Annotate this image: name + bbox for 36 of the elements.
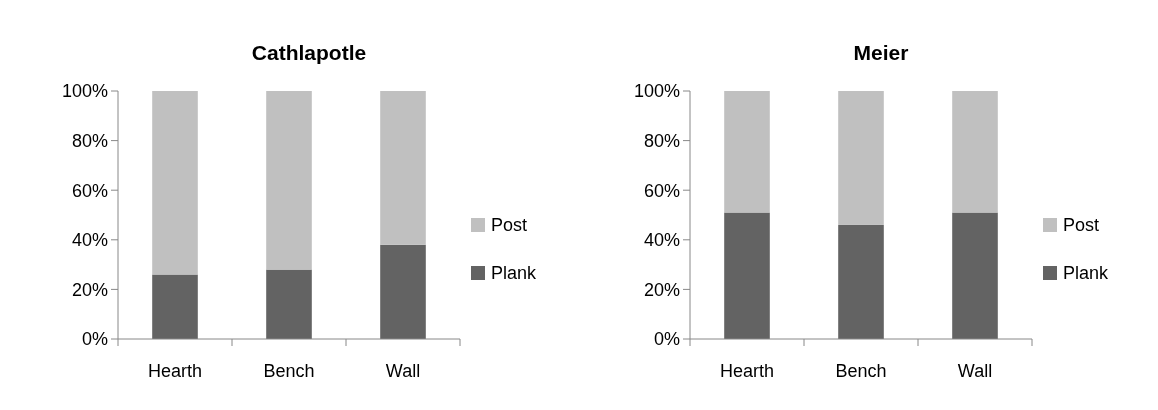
x-tick-label: Hearth (147, 361, 203, 381)
bar (724, 212, 770, 339)
y-tick-label: 60% (71, 180, 108, 201)
bar (838, 224, 884, 339)
bar (952, 212, 998, 339)
legend-label: Plank (1063, 263, 1110, 284)
bar (152, 91, 198, 275)
y-tick-label: 100% (61, 81, 108, 102)
y-tick-label: 100% (633, 81, 680, 102)
y-tick-label: 20% (643, 279, 680, 300)
y-tick-label: 80% (643, 130, 680, 151)
bar (952, 91, 998, 213)
y-tick-label: 20% (71, 279, 108, 300)
x-tick-label: Bench (835, 361, 887, 381)
bar (152, 274, 198, 339)
bar (380, 244, 426, 339)
bar (838, 91, 884, 225)
bar (266, 91, 312, 270)
bar (266, 269, 312, 339)
y-tick-label: 60% (643, 180, 680, 201)
chart-title: Cathlapotle (251, 41, 367, 64)
x-tick-label: Wall (385, 361, 421, 381)
x-tick-label: Bench (263, 361, 315, 381)
x-tick-label: Wall (957, 361, 993, 381)
y-tick-label: 0% (81, 329, 108, 350)
bar (380, 91, 426, 245)
y-tick-label: 40% (71, 230, 108, 251)
legend-label: Plank (491, 263, 538, 284)
legend-label: Post (491, 215, 528, 236)
y-tick-label: 40% (643, 230, 680, 251)
y-tick-label: 80% (71, 130, 108, 151)
legend-label: Post (1063, 215, 1100, 236)
chart-title: Meier (853, 41, 909, 64)
x-tick-label: Hearth (719, 361, 775, 381)
y-tick-label: 0% (653, 329, 680, 350)
bar (724, 91, 770, 213)
